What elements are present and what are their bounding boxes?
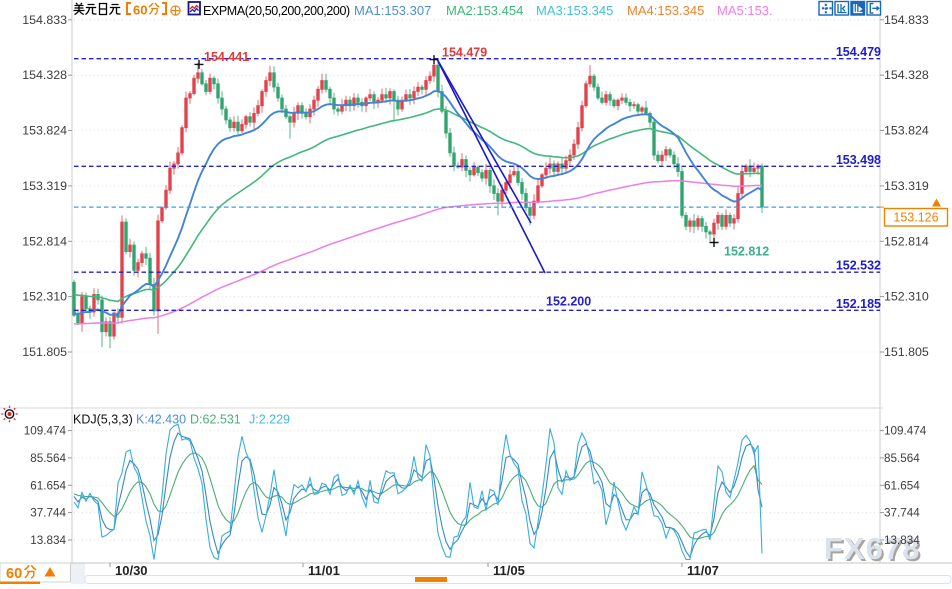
svg-text:MA4:153.345: MA4:153.345 (627, 3, 704, 18)
svg-text:MA2:153.454: MA2:153.454 (446, 3, 523, 18)
svg-text:109.474: 109.474 (884, 425, 927, 438)
svg-text:152.200: 152.200 (546, 295, 591, 309)
svg-text:154.833: 154.833 (22, 13, 67, 27)
svg-text:154.479: 154.479 (836, 45, 881, 59)
svg-text:153.319: 153.319 (884, 179, 929, 193)
svg-text:KDJ(5,3,3): KDJ(5,3,3) (73, 413, 133, 427)
svg-text:152.814: 152.814 (884, 234, 929, 248)
svg-text:154.833: 154.833 (884, 13, 929, 27)
svg-text:154.479: 154.479 (442, 46, 487, 60)
svg-text:D:62.531: D:62.531 (190, 413, 241, 427)
svg-text:153.319: 153.319 (22, 179, 67, 193)
svg-text:154.441: 154.441 (204, 50, 249, 64)
svg-text:61.654: 61.654 (884, 479, 920, 492)
svg-text:60: 60 (133, 3, 147, 18)
svg-text:152.185: 152.185 (836, 297, 881, 311)
svg-text:152.532: 152.532 (836, 259, 881, 273)
svg-text:37.744: 37.744 (30, 507, 66, 520)
svg-text:154.328: 154.328 (22, 68, 67, 82)
svg-text:MA1:153.307: MA1:153.307 (354, 3, 431, 18)
svg-text:85.564: 85.564 (30, 452, 66, 465)
svg-text:37.744: 37.744 (884, 507, 920, 520)
svg-text:MA3:153.345: MA3:153.345 (536, 3, 613, 18)
svg-text:61.654: 61.654 (30, 479, 66, 492)
svg-text:11/07: 11/07 (687, 563, 719, 578)
svg-text:153.824: 153.824 (22, 124, 67, 138)
svg-text:153.126: 153.126 (893, 211, 938, 225)
svg-text:13.834: 13.834 (30, 534, 66, 547)
svg-text:60: 60 (6, 566, 22, 582)
svg-text:109.474: 109.474 (24, 425, 67, 438)
svg-text:10/30: 10/30 (115, 563, 148, 578)
svg-text:13.834: 13.834 (884, 534, 920, 547)
svg-text:152.814: 152.814 (22, 234, 67, 248)
svg-text:85.564: 85.564 (884, 452, 920, 465)
svg-text:K:42.430: K:42.430 (136, 413, 186, 427)
svg-text:153.824: 153.824 (884, 124, 929, 138)
svg-text:153.498: 153.498 (836, 153, 881, 167)
svg-text:152.812: 152.812 (724, 245, 769, 259)
svg-text:154.328: 154.328 (884, 68, 929, 82)
svg-text:152.310: 152.310 (22, 290, 67, 304)
svg-text:151.805: 151.805 (884, 345, 929, 359)
svg-text:FX678: FX678 (824, 531, 920, 566)
svg-text:11/01: 11/01 (308, 563, 340, 578)
svg-text:151.805: 151.805 (22, 345, 67, 359)
svg-text:MA5:153.: MA5:153. (717, 3, 773, 18)
svg-text:EXPMA(20,50,200,200,200): EXPMA(20,50,200,200,200) (203, 4, 350, 18)
svg-text:152.310: 152.310 (884, 290, 929, 304)
svg-text:11/05: 11/05 (493, 563, 525, 578)
svg-text:J:2.229: J:2.229 (249, 413, 290, 427)
